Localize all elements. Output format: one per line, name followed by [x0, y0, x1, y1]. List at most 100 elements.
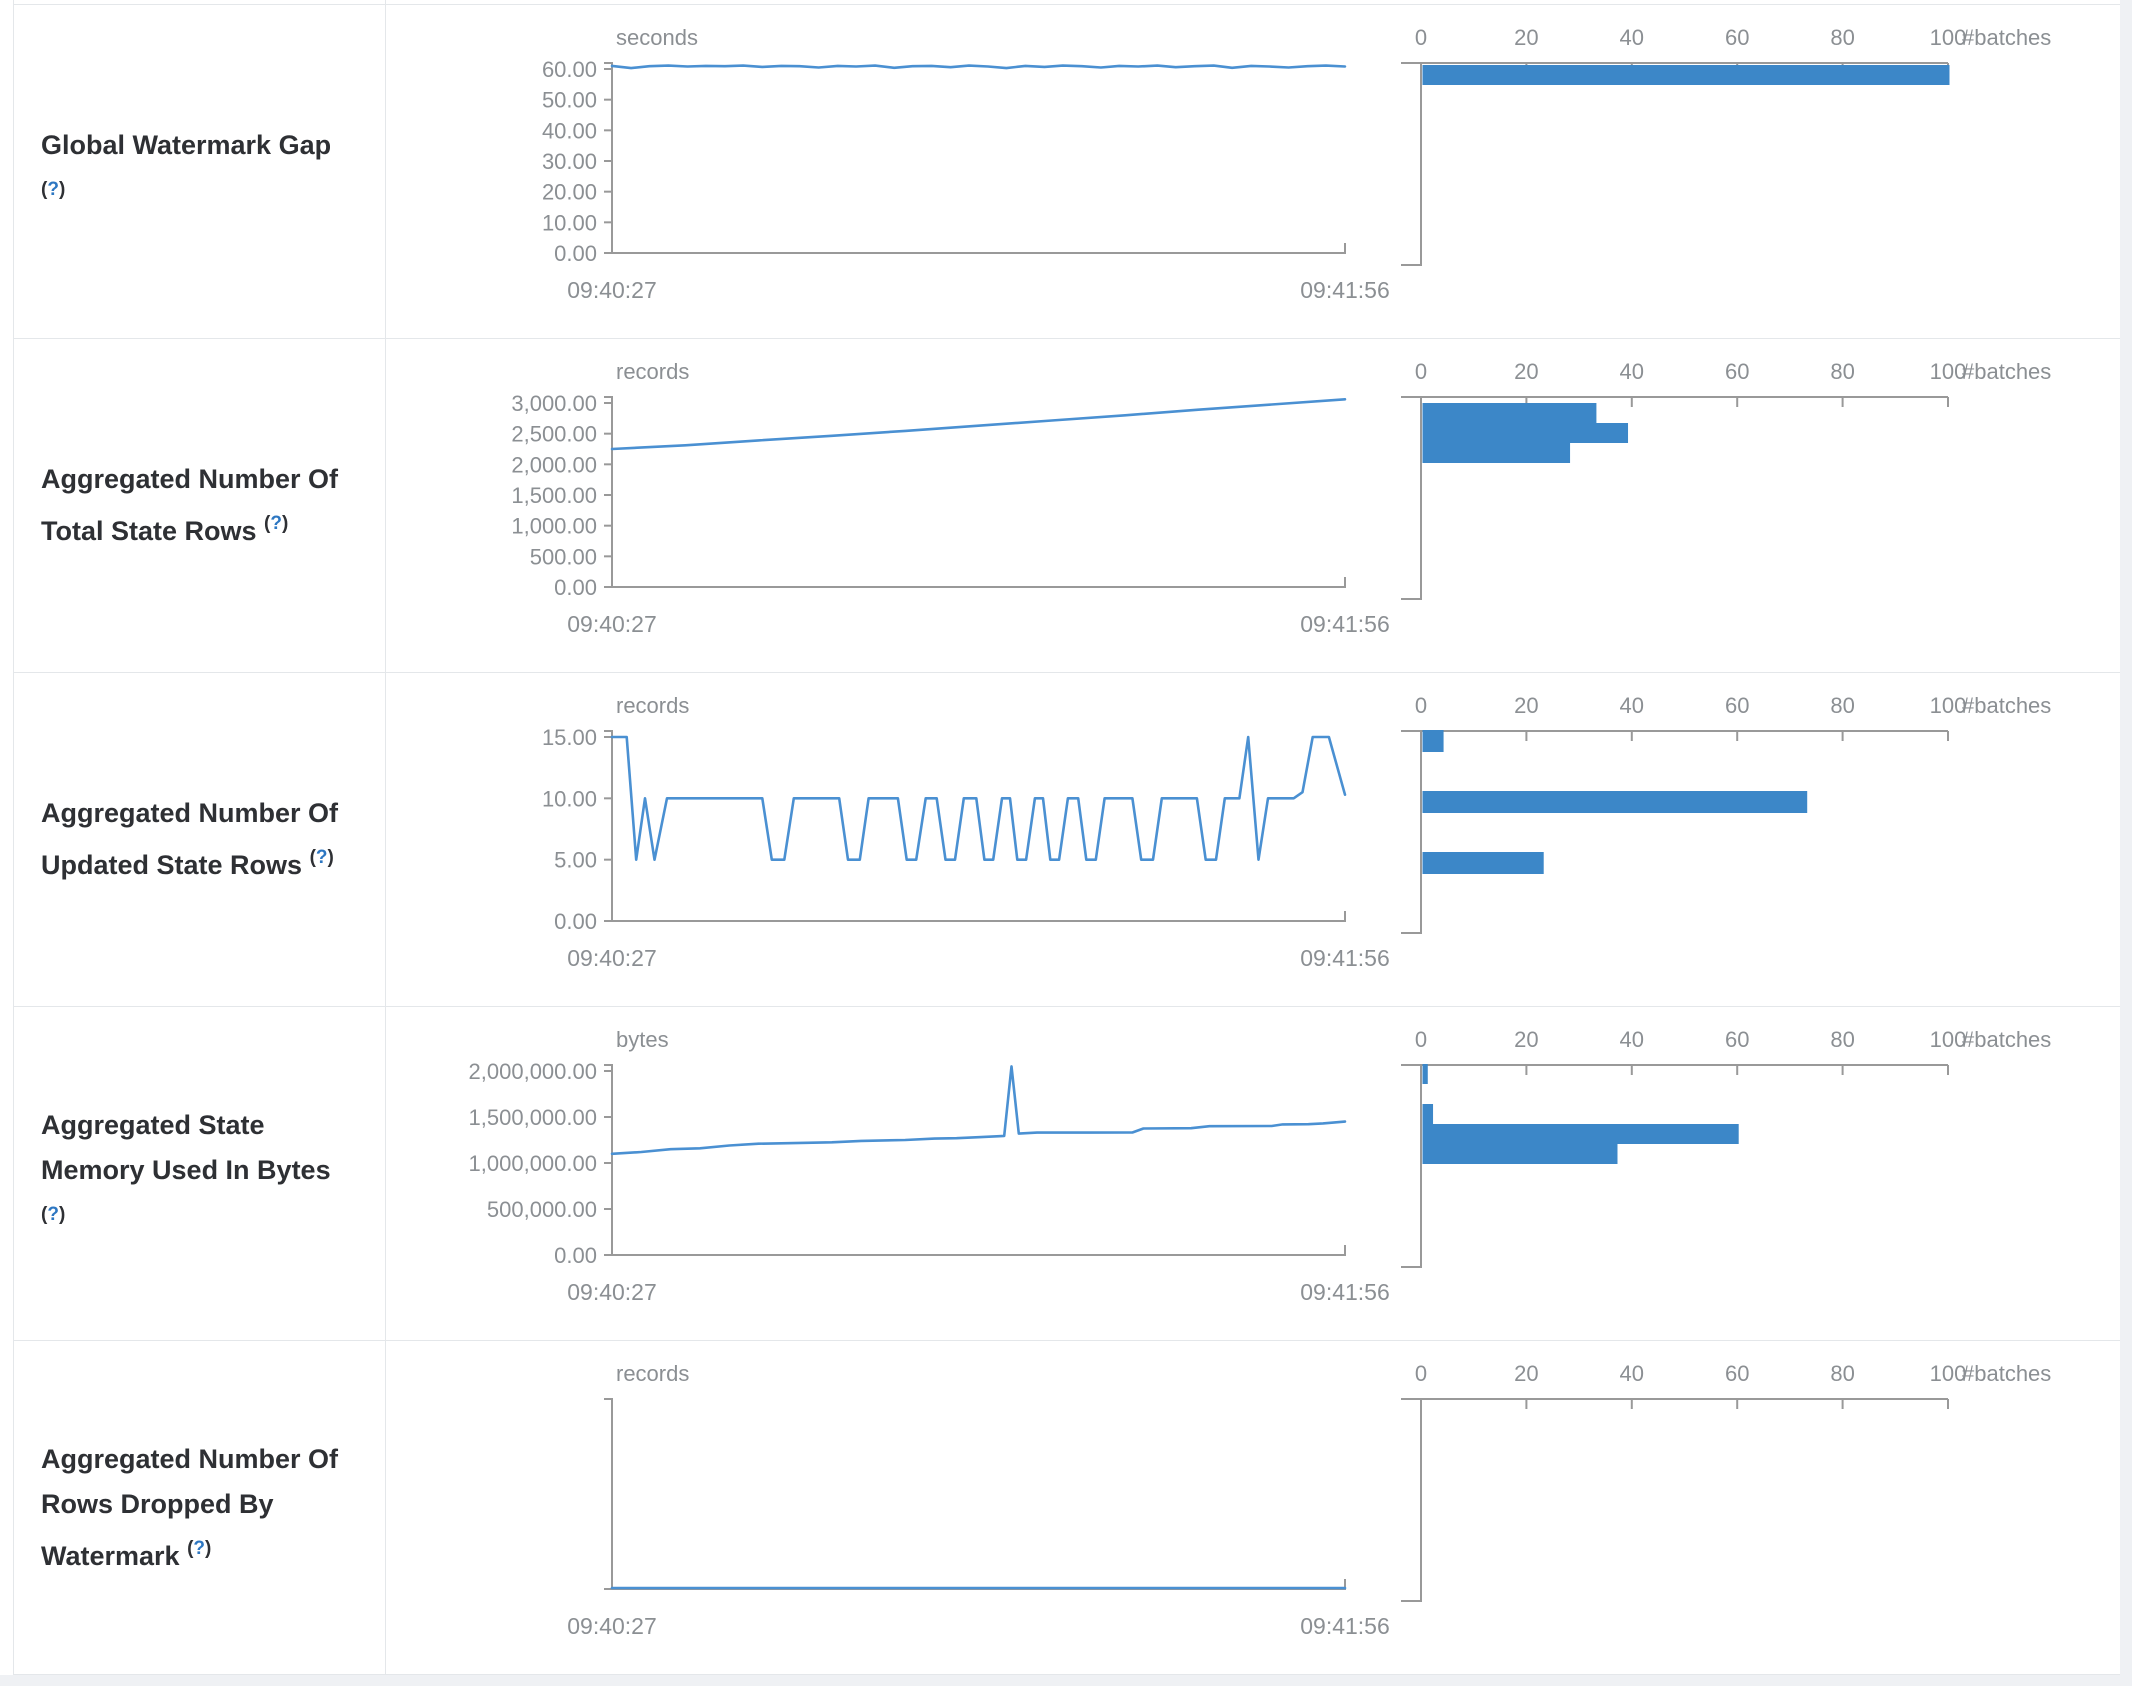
- histogram-tick-label: 20: [1514, 1027, 1538, 1052]
- help-question-icon[interactable]: ?: [47, 179, 59, 200]
- help-link[interactable]: (?): [187, 1538, 211, 1559]
- histogram-tick-label: 0: [1415, 25, 1427, 50]
- unit-label: records: [616, 1361, 689, 1386]
- timeline-x-axis: [612, 911, 1346, 922]
- histogram-tick-label: 100: [1930, 1027, 1967, 1052]
- help-paren-close: ): [58, 179, 66, 200]
- unit-label: bytes: [616, 1027, 669, 1052]
- page-background-right: [2120, 0, 2132, 1686]
- metric-name: Aggregated Number Of Updated State Rows …: [41, 791, 359, 888]
- metric-name: Global Watermark Gap (?): [41, 123, 359, 220]
- histogram-bar: [1422, 65, 1950, 85]
- histogram-tick-label: 0: [1415, 693, 1427, 718]
- metric-row-state-memory-used: Aggregated State Memory Used In Bytes (?…: [14, 1007, 2120, 1341]
- y-tick-label: 10.00: [542, 786, 597, 811]
- updated-state-rows-charts: records 15.00 10.00 5.00 0.00 09:40:27 09:41:5…: [542, 693, 2051, 971]
- y-tick-label: 1,000,000.00: [469, 1151, 597, 1176]
- y-tick-label: 500,000.00: [487, 1197, 597, 1222]
- histogram-unit-label: #batches: [1962, 1361, 2051, 1386]
- histogram-tick-label: 20: [1514, 1361, 1538, 1386]
- help-question-icon[interactable]: ?: [270, 513, 282, 534]
- y-tick-label: 10.00: [542, 210, 597, 235]
- help-paren-open: (: [187, 1537, 194, 1559]
- timeline-y-axis: [604, 1398, 613, 1590]
- metric-name: Aggregated Number Of Rows Dropped By Wat…: [41, 1437, 359, 1579]
- metric-name: Aggregated State Memory Used In Bytes (?…: [41, 1103, 359, 1245]
- page-background-bottom: [0, 1675, 2132, 1686]
- x-end-label: 09:41:56: [1300, 945, 1390, 971]
- histogram-tick-label: 40: [1620, 359, 1644, 384]
- histogram-bar: [1422, 1144, 1618, 1164]
- histogram-tick-label: 20: [1514, 359, 1538, 384]
- histogram-y-axis: [1401, 62, 1422, 266]
- histogram-bar: [1422, 1124, 1739, 1144]
- y-tick-label: 2,000.00: [511, 452, 597, 477]
- help-question-icon[interactable]: ?: [193, 1537, 206, 1559]
- histogram-tick-label: 100: [1930, 1361, 1967, 1386]
- histogram-bar: [1422, 852, 1544, 874]
- metric-chart-cell: bytes 2,000,000.00 1,500,000.00 1,000,000.0…: [386, 1007, 2120, 1340]
- metric-chart-cell: records 09:40:27 09:41:56 0 20 40 60 80 100 #batc…: [386, 1341, 2120, 1674]
- histogram-tick-label: 60: [1725, 359, 1749, 384]
- timeline-x-axis: [612, 1245, 1346, 1256]
- previous-row-chart-cell: [386, 0, 2120, 4]
- help-paren-open: (: [264, 513, 271, 534]
- watermark-gap-charts: seconds 60.00 50.00 40.00 30.00 20.00 10.00 0.0…: [542, 25, 2051, 303]
- x-start-label: 09:40:27: [567, 1613, 657, 1639]
- unit-label: records: [616, 693, 689, 718]
- timeline-line: [610, 64, 1347, 70]
- y-tick-label: 50.00: [542, 88, 597, 113]
- y-tick-label: 60.00: [542, 57, 597, 82]
- timeline-line: [610, 1065, 1347, 1156]
- y-tick-label: 1,500,000.00: [469, 1105, 597, 1130]
- timeline-x-axis: [612, 243, 1346, 254]
- metric-name-text: Aggregated Number Of Rows Dropped By Wat…: [41, 1443, 339, 1571]
- metric-name-text: Aggregated State Memory Used In Bytes: [41, 1109, 331, 1185]
- histogram-unit-label: #batches: [1962, 1027, 2051, 1052]
- help-paren-close: ): [281, 513, 289, 534]
- x-end-label: 09:41:56: [1300, 611, 1390, 637]
- histogram-tick-label: 100: [1930, 25, 1967, 50]
- histogram-tick-label: 100: [1930, 693, 1967, 718]
- help-link[interactable]: (?): [310, 847, 334, 868]
- x-start-label: 09:40:27: [567, 611, 657, 637]
- y-tick-label: 40.00: [542, 118, 597, 143]
- x-end-label: 09:41:56: [1300, 1613, 1390, 1639]
- metric-row-rows-dropped-by-watermark: Aggregated Number Of Rows Dropped By Wat…: [14, 1341, 2120, 1675]
- previous-row-label-cell: [14, 0, 386, 4]
- rows-dropped-charts: records 09:40:27 09:41:56 0 20 40 60 80 100#batc…: [567, 1361, 2051, 1639]
- y-tick-label: 0.00: [554, 1243, 597, 1268]
- histogram-tick-label: 80: [1830, 359, 1854, 384]
- metric-chart-cell: records 3,000.00 2,500.00 2,000.00 1,500.00 1…: [386, 339, 2120, 672]
- histogram-unit-label: #batches: [1962, 359, 2051, 384]
- unit-label: seconds: [616, 25, 698, 50]
- histogram-bar: [1422, 1064, 1428, 1084]
- histogram-bar: [1422, 791, 1808, 813]
- y-tick-label: 5.00: [554, 848, 597, 873]
- y-tick-label: 2,000,000.00: [469, 1059, 597, 1084]
- help-paren-open: (: [41, 1203, 48, 1225]
- timeline-y-axis: [604, 1064, 613, 1256]
- help-link[interactable]: (?): [264, 513, 288, 534]
- metric-chart-cell: seconds 60.00 50.00 40.00 30.00 20.00 10.00 0.0…: [386, 5, 2120, 338]
- metric-label-cell: Global Watermark Gap (?): [14, 5, 386, 338]
- help-link[interactable]: (?): [41, 179, 65, 200]
- histogram-bar: [1422, 443, 1571, 463]
- metric-row-updated-state-rows: Aggregated Number Of Updated State Rows …: [14, 673, 2120, 1007]
- metric-row-global-watermark-gap: Global Watermark Gap (?) seconds 60.00 50.…: [14, 5, 2120, 339]
- timeline-line: [610, 735, 1347, 861]
- histogram-bar: [1422, 403, 1597, 423]
- histogram-tick-label: 40: [1620, 693, 1644, 718]
- previous-row-sliver: [14, 0, 2120, 5]
- state-memory-charts: bytes 2,000,000.00 1,500,000.00 1,000,000.0…: [469, 1027, 2052, 1305]
- timeline-y-axis: [604, 730, 613, 922]
- timeline-line: [610, 397, 1347, 451]
- help-question-icon[interactable]: ?: [315, 847, 328, 868]
- histogram-unit-label: #batches: [1962, 693, 2051, 718]
- histogram-tick-label: 60: [1725, 1361, 1749, 1386]
- help-question-icon[interactable]: ?: [47, 1203, 59, 1225]
- help-link[interactable]: (?): [41, 1204, 65, 1225]
- histogram-tick-label: 60: [1725, 693, 1749, 718]
- y-tick-label: 500.00: [530, 544, 597, 569]
- help-paren-open: (: [41, 179, 48, 200]
